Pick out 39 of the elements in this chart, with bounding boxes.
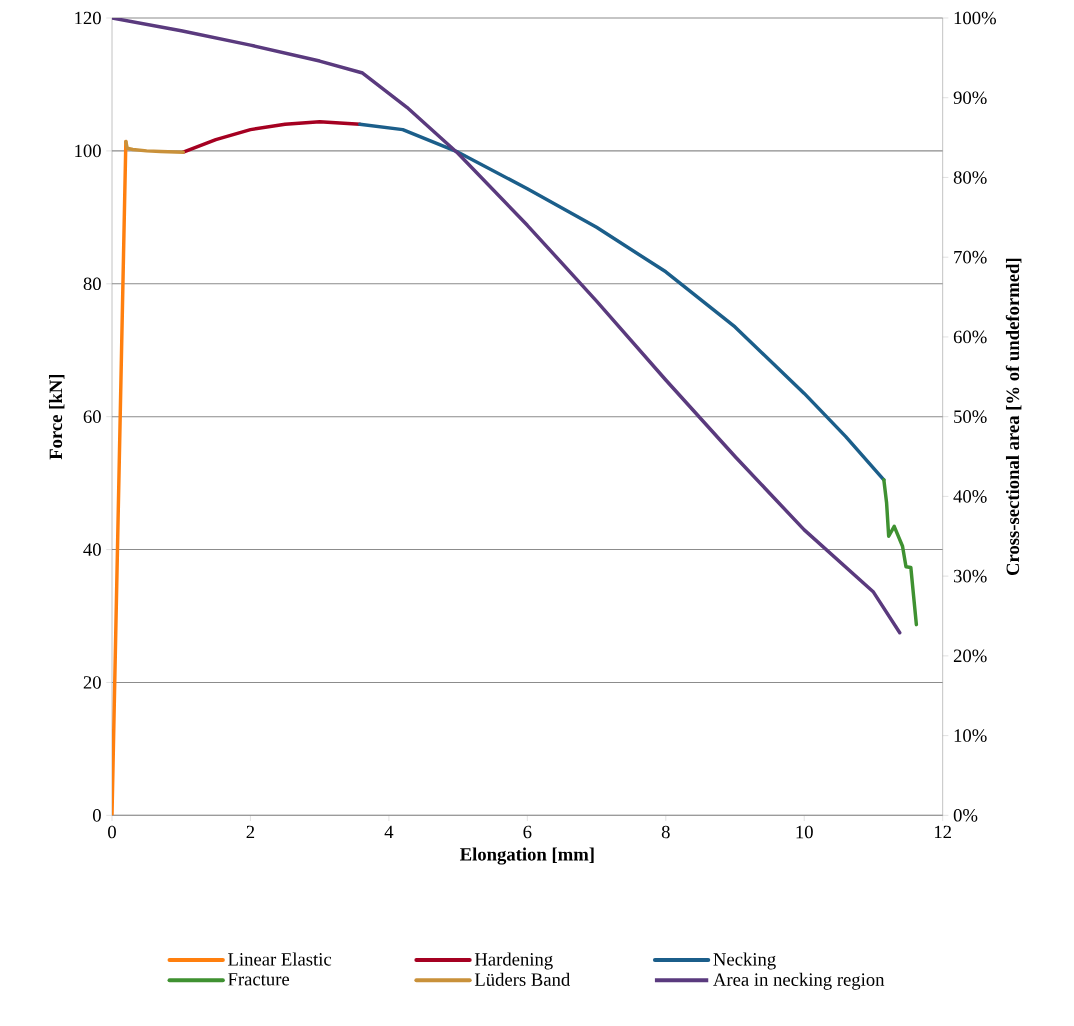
y2-tick-label: 50% bbox=[954, 410, 987, 423]
x-tick-label: 0 bbox=[108, 825, 116, 839]
y-tick-label: 100 bbox=[75, 144, 101, 158]
y-tick-label: 60 bbox=[83, 410, 101, 423]
legend-label: Necking bbox=[713, 952, 776, 970]
x-tick-label: 2 bbox=[246, 825, 255, 839]
y-tick-label: 80 bbox=[83, 277, 101, 291]
y2-tick-label: 60% bbox=[953, 330, 987, 344]
x-axis-title: Elongation [mm] bbox=[459, 847, 594, 865]
y-axis-title: Force [kN] bbox=[48, 374, 65, 460]
x-tick-label: 12 bbox=[934, 825, 951, 839]
y2-tick-label: 70% bbox=[954, 250, 987, 264]
legend-label: Fracture bbox=[228, 973, 290, 986]
legend-label: Area in necking region bbox=[713, 972, 885, 990]
y2-tick-label: 20% bbox=[953, 649, 987, 663]
x-tick-label: 8 bbox=[661, 825, 670, 839]
y2-axis-title: Cross-sectional area [% of undeformed] bbox=[1005, 258, 1022, 576]
y2-tick-label: 100% bbox=[954, 11, 996, 25]
line-series bbox=[181, 119, 362, 154]
x-tick-label: 10 bbox=[796, 825, 813, 839]
x-tick-label: 4 bbox=[384, 825, 394, 839]
legend-label: Linear Elastic bbox=[228, 952, 332, 966]
y2-tick-label: 0% bbox=[953, 809, 978, 822]
y2-tick-label: 80% bbox=[953, 171, 987, 184]
line-series bbox=[112, 17, 902, 635]
y2-tick-label: 40% bbox=[953, 490, 987, 503]
legend-label: Lüders Band bbox=[474, 972, 571, 986]
y2-tick-label: 30% bbox=[953, 569, 987, 583]
y-tick-label: 0 bbox=[92, 809, 101, 822]
line-series bbox=[358, 122, 886, 482]
y2-tick-label: 90% bbox=[953, 91, 987, 105]
line-series bbox=[124, 139, 186, 154]
y2-tick-label: 10% bbox=[954, 729, 987, 742]
line-series bbox=[882, 478, 919, 627]
y-tick-label: 20 bbox=[83, 676, 101, 689]
y-tick-label: 40 bbox=[83, 543, 101, 556]
y-tick-label: 120 bbox=[75, 11, 101, 25]
legend-label: Hardening bbox=[474, 952, 553, 970]
x-tick-label: 6 bbox=[523, 825, 532, 839]
